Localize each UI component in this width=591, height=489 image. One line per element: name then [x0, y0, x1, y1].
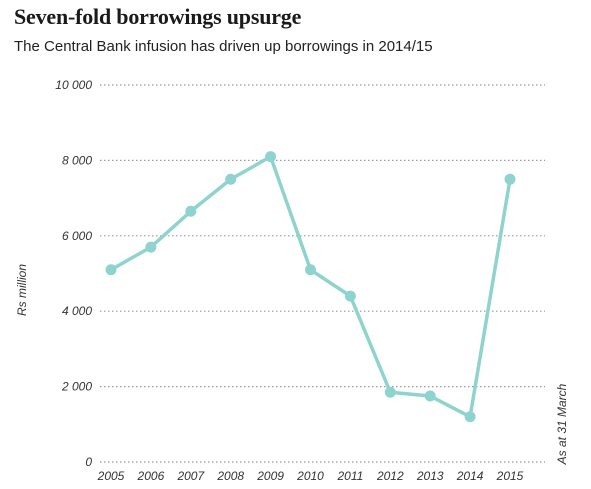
x-tick-label: 2005	[97, 469, 125, 483]
data-point	[384, 386, 396, 398]
data-point	[185, 205, 197, 217]
x-tick-label: 2014	[456, 469, 484, 483]
x-tick-label: 2007	[176, 469, 205, 483]
data-point	[424, 390, 436, 402]
data-point	[105, 264, 117, 276]
data-point	[225, 173, 237, 185]
y-tick-label: 4 000	[62, 304, 92, 318]
y-tick-label: 8 000	[62, 153, 92, 167]
chart-title: Seven-fold borrowings upsurge	[14, 4, 302, 29]
y-tick-label: 0	[85, 455, 92, 469]
x-tick-label: 2010	[296, 469, 324, 483]
data-point	[464, 411, 476, 423]
y-tick-label: 6 000	[62, 229, 92, 243]
data-point	[265, 151, 277, 163]
gridlines	[100, 84, 545, 463]
x-tick-label: 2013	[416, 469, 444, 483]
data-point	[145, 241, 157, 253]
y-tick-label: 2 000	[61, 380, 92, 394]
series-borrowings	[105, 151, 516, 423]
series-line	[110, 154, 512, 419]
x-tick-label: 2006	[137, 469, 165, 483]
x-tick-label: 2009	[256, 469, 284, 483]
x-tick-label: 2008	[216, 469, 244, 483]
y-tick-label: 10 000	[55, 78, 92, 92]
chart-subtitle: The Central Bank infusion has driven up …	[14, 38, 433, 55]
y-tick-labels: 0 2 000 4 000 6 000 8 000 10 000	[55, 78, 92, 469]
x-tick-label: 2015	[496, 469, 524, 483]
x-tick-labels: 2005 2006 2007 2008 2009 2010 2011 2012 2013 2014…	[97, 469, 524, 483]
data-point	[344, 290, 356, 302]
x-tick-label: 2011	[336, 469, 363, 483]
x-tick-label: 2012	[376, 469, 404, 483]
data-point	[504, 173, 516, 185]
data-point	[305, 264, 316, 276]
